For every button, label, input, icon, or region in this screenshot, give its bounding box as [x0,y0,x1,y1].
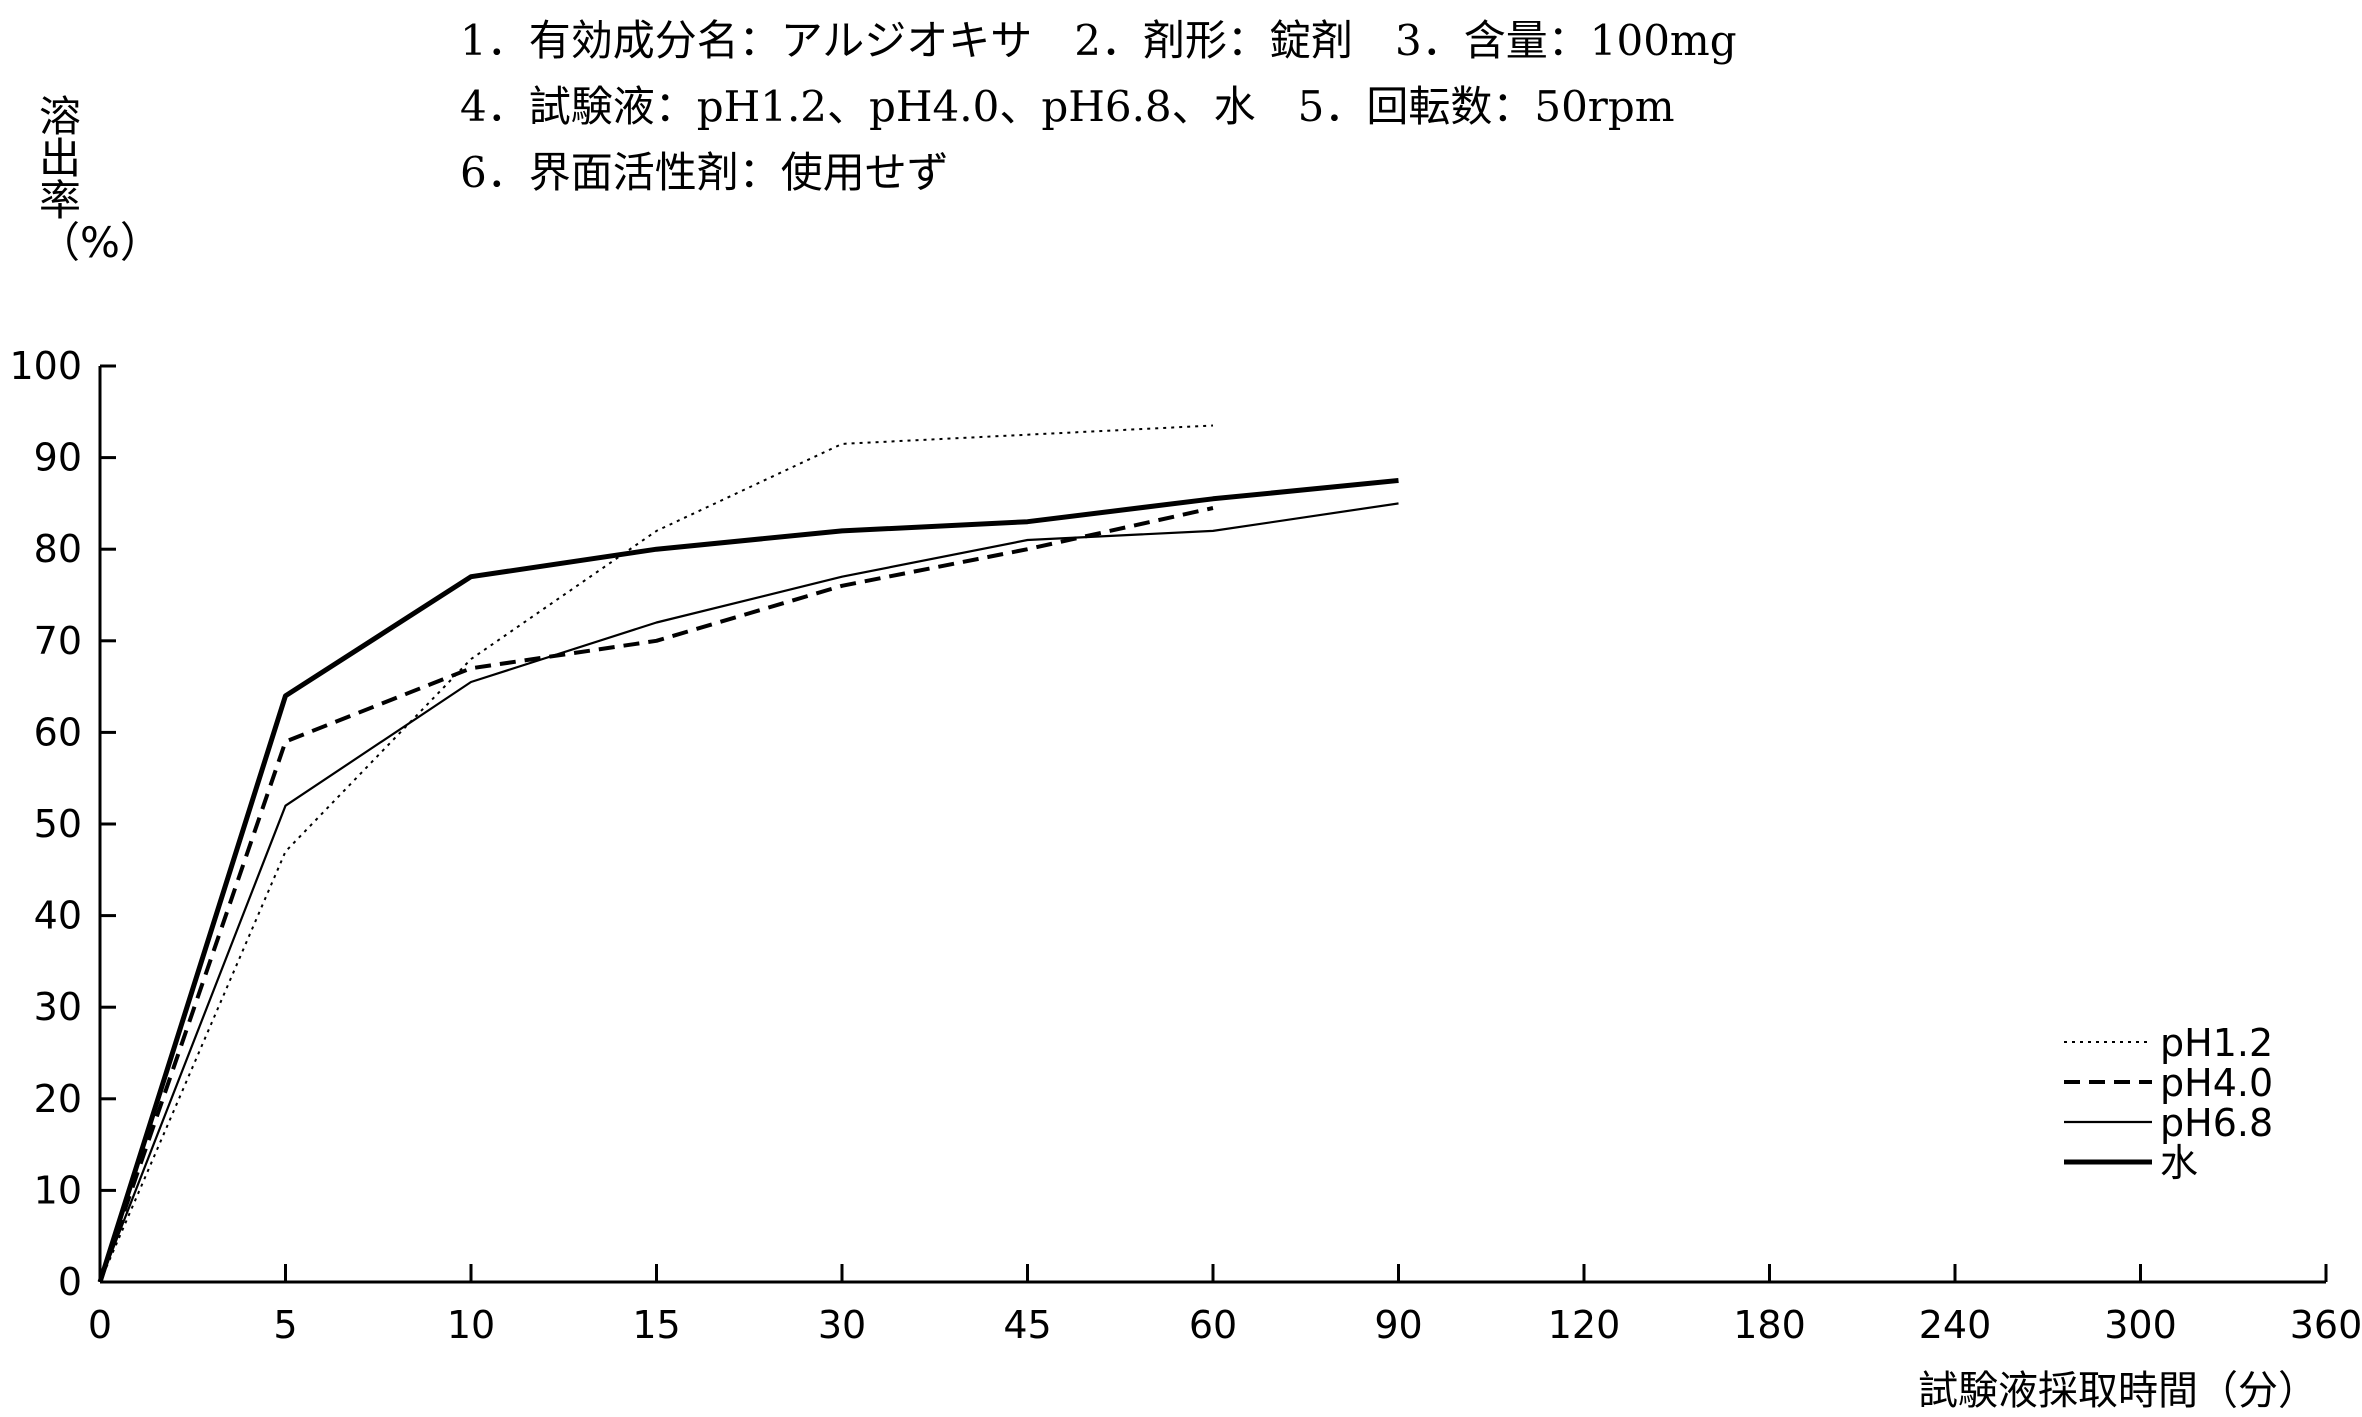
x-tick-label: 5 [273,1303,297,1347]
x-tick-label: 15 [632,1303,680,1347]
x-tick-label: 120 [1548,1303,1621,1347]
series-line-2 [98,506,1214,1283]
series-line-4 [97,478,1399,1283]
y-tick-label: 40 [34,894,82,938]
series-line-3 [98,502,1399,1283]
y-tick-label: 20 [34,1077,82,1121]
x-tick-label: 10 [447,1303,495,1347]
legend-label-1: pH1.2 [2160,1021,2273,1065]
x-tick-label: 0 [88,1303,112,1347]
x-tick-label: 60 [1189,1303,1237,1347]
header-line-1: 1．有効成分名：アルジオキサ 2．剤形：錠剤 3．含量：100mg [460,16,1737,65]
x-tick-label: 360 [2290,1303,2362,1347]
legend-label-4: 水 [2160,1141,2198,1185]
x-tick-label: 180 [1733,1303,1806,1347]
y-tick-label: 60 [34,710,82,754]
x-tick-label: 45 [1003,1303,1051,1347]
y-tick-label: 100 [9,344,82,388]
x-tick-label: 300 [2104,1303,2177,1347]
header-line-2: 4．試験液：pH1.2、pH4.0、pH6.8、水 5．回転数：50rpm [460,82,1675,131]
x-axis-label: 試験液採取時間（分） [1918,1368,2318,1414]
header-line-3: 6．界面活性剤：使用せず [460,148,949,197]
x-tick-label: 240 [1919,1303,1992,1347]
y-tick-label: 80 [34,527,82,571]
y-tick-label: 70 [34,619,82,663]
chart-header: 1．有効成分名：アルジオキサ 2．剤形：錠剤 3．含量：100mg 4．試験液：… [460,8,1737,206]
y-tick-label: 50 [34,802,82,846]
y-tick-label: 10 [34,1168,82,1212]
legend-label-2: pH4.0 [2160,1061,2273,1105]
legend-label-3: pH6.8 [2160,1101,2273,1145]
y-tick-label: 90 [34,436,82,480]
x-tick-label: 90 [1374,1303,1422,1347]
y-tick-label: 30 [34,985,82,1029]
y-tick-label: 0 [58,1260,82,1304]
x-tick-label: 30 [818,1303,866,1347]
series-line-1 [99,424,1214,1283]
